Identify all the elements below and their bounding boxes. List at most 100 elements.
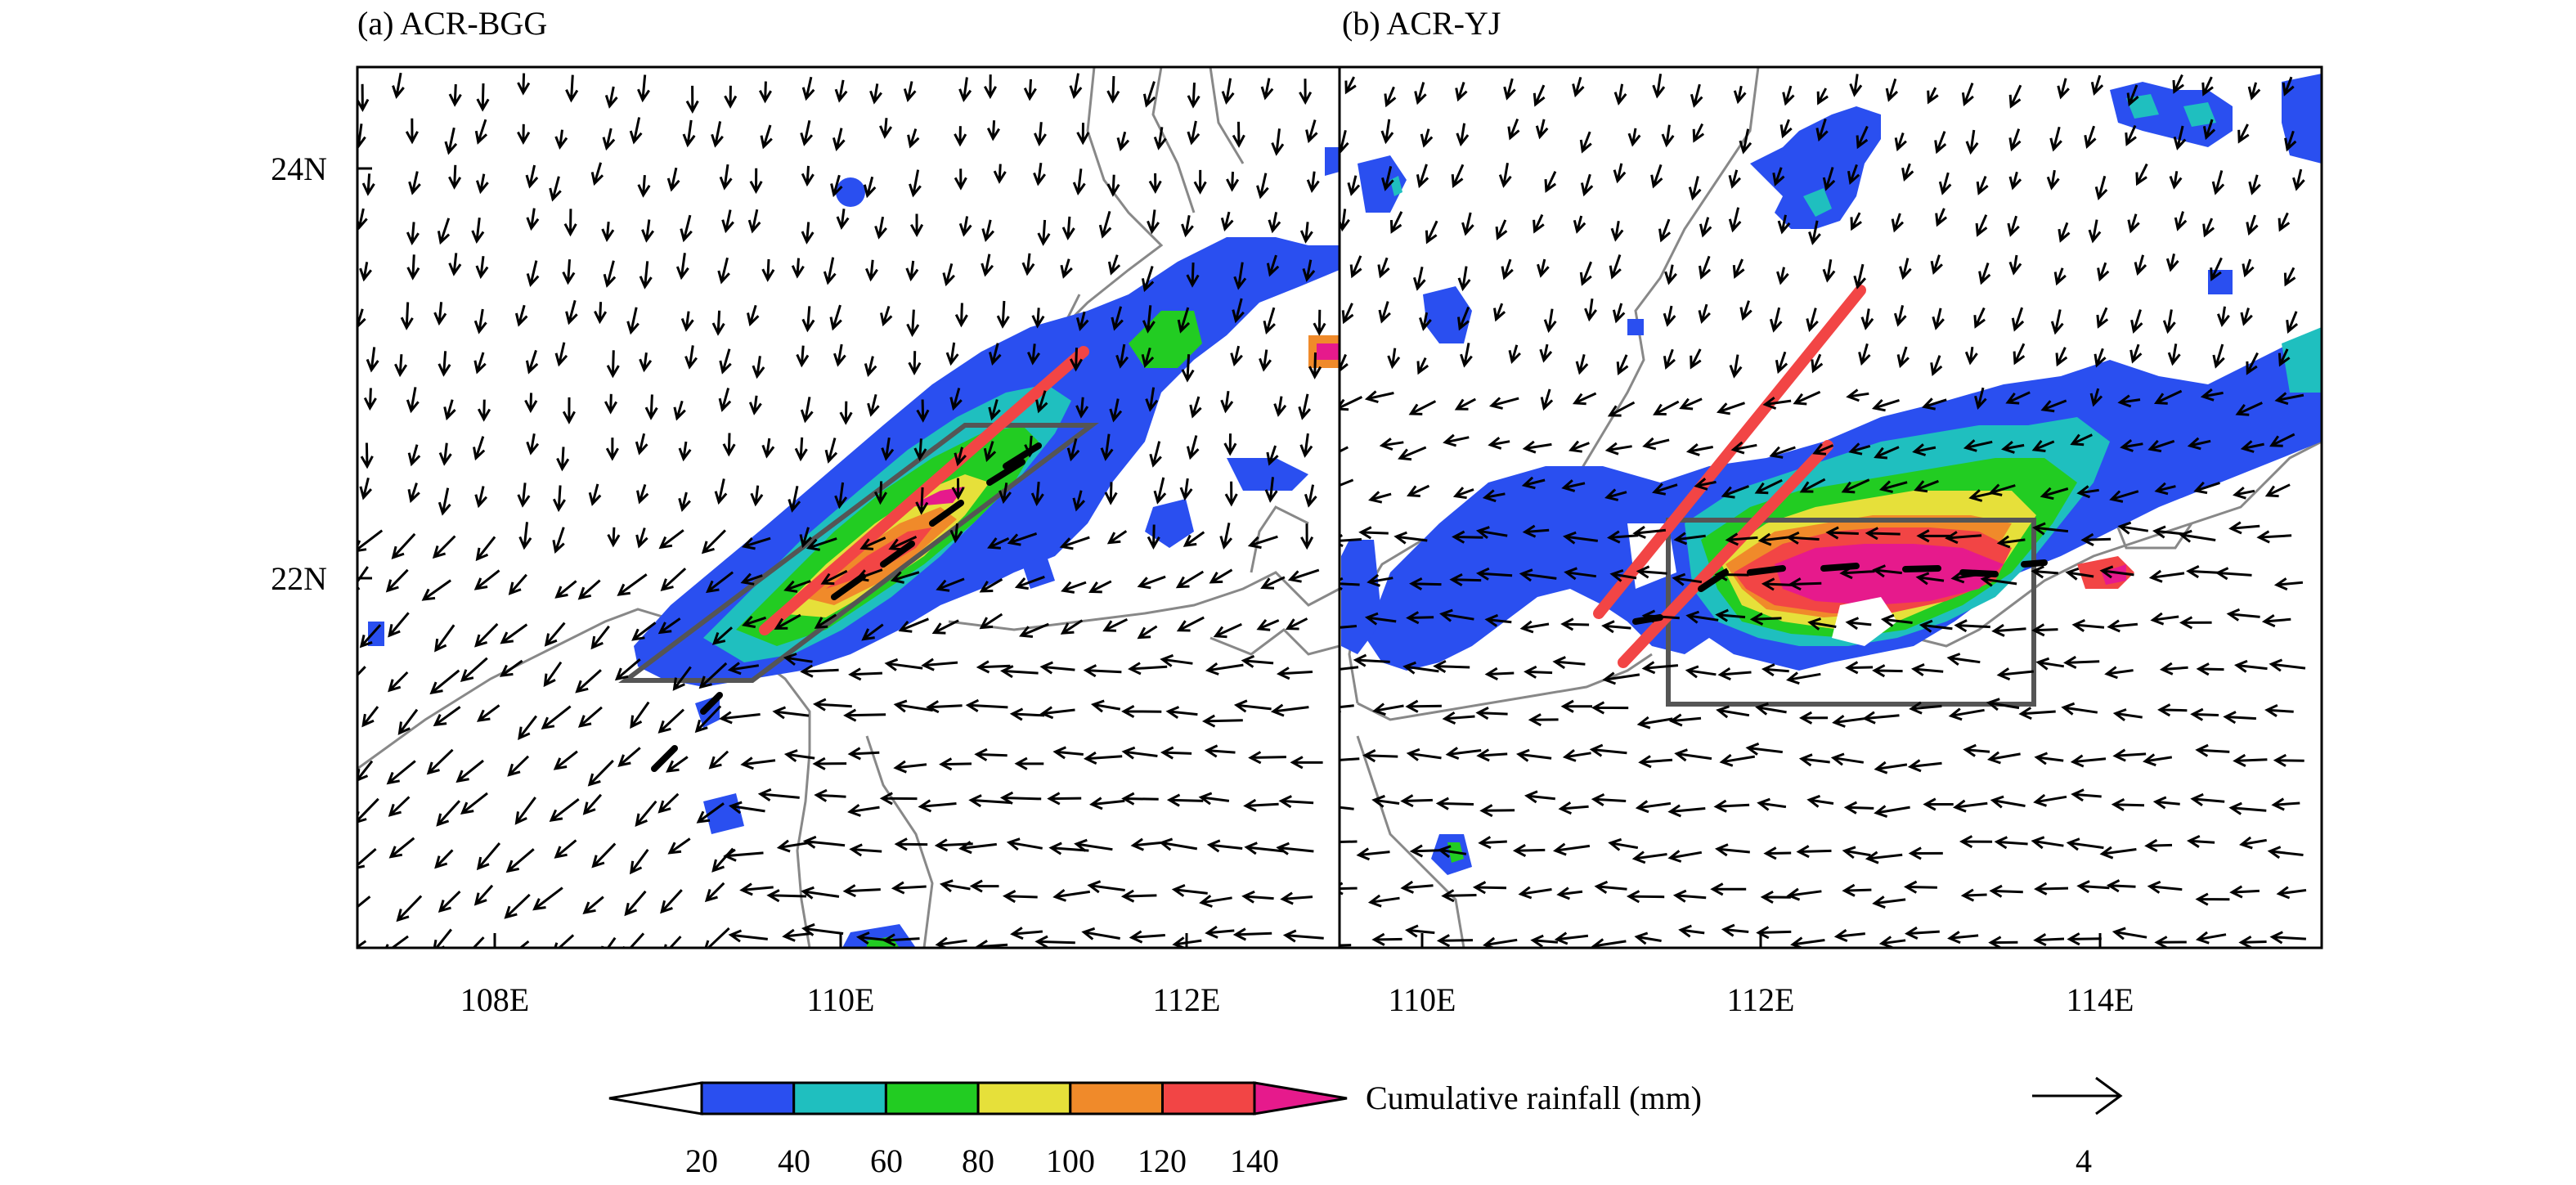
wind-vector-icon [2040,487,2069,500]
wind-vector-icon [1287,568,1320,583]
wind-vector-icon [1641,661,1679,675]
wind-vector-icon [680,311,694,332]
wind-vector-icon [508,573,527,595]
wind-vector-icon [2239,836,2267,850]
wind-vector-icon [1198,792,1230,806]
wind-vector-icon [1435,797,1474,810]
wind-vector-icon [500,623,528,644]
wind-vector-icon [448,83,462,107]
wind-vector-icon [864,356,877,378]
wind-vector-icon [448,164,462,190]
wind-vector-icon [1980,573,2017,587]
wind-vector-icon [1667,850,1703,863]
wind-vector-icon [1715,608,1746,622]
wind-vector-icon [1896,346,1910,369]
wind-vector-icon [1987,751,2021,765]
wind-vector-icon [2143,753,2173,767]
wind-vector-icon [525,349,539,375]
wind-vector-icon [2148,569,2185,583]
wind-vector-icon [800,397,814,424]
wind-vector-icon [2240,307,2253,326]
wind-vector-icon [1634,931,1662,945]
x-tick-label: 110E [1389,981,1456,1018]
wind-vector-icon [2195,931,2227,945]
wind-vector-icon [1437,845,1467,859]
wind-vector-icon [2283,267,2296,287]
wind-vector-icon [1973,307,1986,329]
wind-vector-icon [2007,215,2020,237]
wind-vector-icon [1865,851,1903,864]
wind-vector-icon [1205,925,1235,939]
wind-vector-icon [2120,439,2143,452]
wind-vector-icon [766,889,807,903]
wind-vector-icon [791,258,805,279]
wind-vector-icon [473,884,494,906]
wind-vector-icon [1141,347,1155,368]
wind-vector-icon [556,447,570,472]
wind-vector-icon [1627,128,1641,147]
wind-vector-icon [1368,491,1392,504]
wind-vector-icon [908,351,922,375]
wind-vector-icon [1232,298,1245,324]
wind-vector-icon [1260,78,1274,101]
panel-a: (a) ACR-BGG [271,5,1341,1018]
wind-vector-icon [1027,343,1041,366]
wind-vector-icon [1308,352,1322,379]
wind-vector-icon [1849,74,1863,97]
wind-vector-icon [1508,344,1521,365]
wind-vector-icon [1832,714,1868,728]
wind-vector-icon [696,802,725,824]
wind-vector-icon [2162,309,2176,334]
wind-vector-icon [2276,886,2307,900]
wind-vector-icon [635,527,648,549]
wind-vector-icon [1652,483,1678,496]
wind-vector-icon [719,348,732,375]
wind-vector-icon [1206,839,1243,853]
wind-vector-icon [1612,303,1626,324]
wind-vector-icon [939,757,972,771]
wind-vector-icon [2058,222,2071,243]
wind-vector-icon [915,487,929,515]
wind-vector-icon [2033,793,2067,807]
wind-vector-icon [1081,927,1120,940]
wind-vector-icon [783,653,813,666]
wind-vector-icon [1340,534,1362,548]
wind-vector-icon [1304,484,1317,508]
wind-vector-icon [1556,887,1583,900]
wind-vector-icon [663,936,682,948]
wind-vector-icon [1572,76,1585,98]
wind-vector-icon [1716,402,1745,415]
wind-vector-icon [617,747,641,767]
wind-vector-icon [847,804,880,817]
wind-vector-icon [1075,311,1089,332]
wind-vector-icon [357,83,370,113]
wind-vector-icon [2144,838,2173,852]
wind-vector-icon [1848,442,1871,456]
wind-vector-icon [1626,890,1665,904]
wind-vector-icon [2147,439,2175,453]
wind-vector-icon [1076,123,1090,146]
wind-vector-icon [954,126,967,147]
wind-vector-icon [1685,443,1713,456]
wind-vector-icon [843,708,886,722]
wind-vector-icon [1276,842,1314,855]
wind-vector-icon [704,882,725,903]
wind-vector-icon [1901,163,1914,182]
wind-vector-icon [1137,625,1158,640]
wind-vector-icon [660,889,683,914]
wind-vector-icon [1457,266,1471,292]
wind-vector-icon [1039,706,1075,720]
wind-vector-icon [2063,655,2100,669]
wind-vector-icon [1996,535,2026,549]
wind-vector-icon [429,669,460,695]
wind-vector-icon [1613,163,1627,184]
wind-vector-icon [1589,743,1627,757]
wind-vector-icon [1039,661,1075,675]
colorbar-segment [1161,1081,1256,1115]
wind-vector-icon [1878,480,1908,493]
wind-vector-icon [728,929,768,943]
wind-vector-icon [1601,620,1631,634]
colorbar-tick-label: 120 [1138,1142,1187,1179]
wind-vector-icon [903,81,917,102]
wind-vector-icon [1749,612,1782,626]
